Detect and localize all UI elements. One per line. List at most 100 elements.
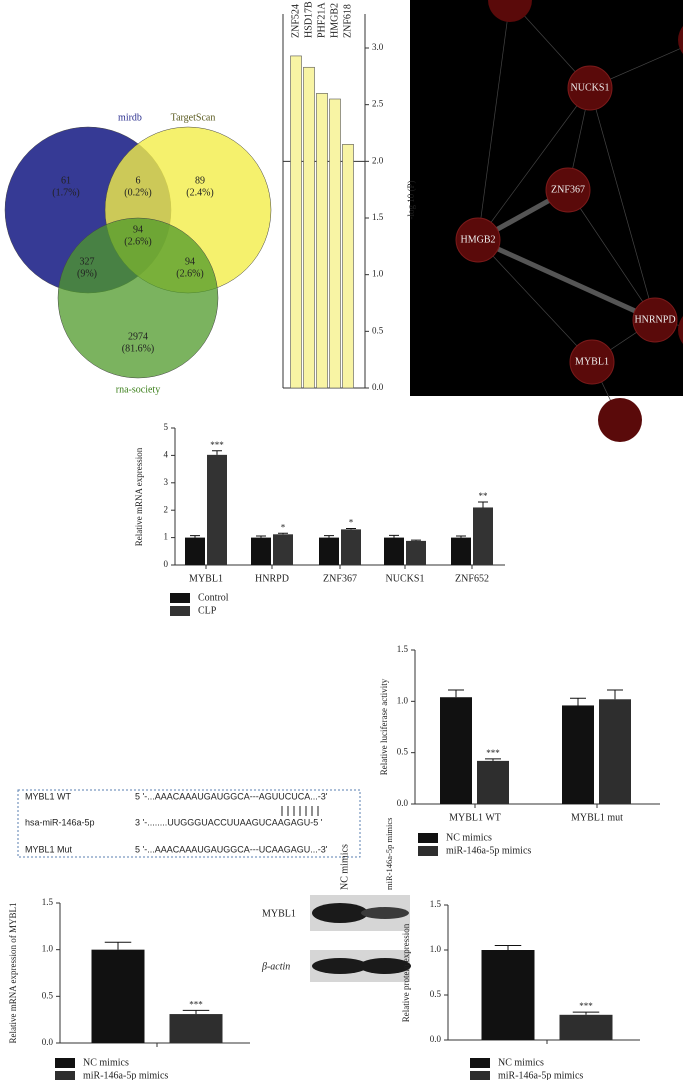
venn-count: 6 <box>136 175 141 186</box>
legend-label: miR-146a-5p mimics <box>446 845 531 856</box>
legend-label: NC mimics <box>83 1057 129 1068</box>
significance-label: *** <box>486 748 500 758</box>
y-tick-label: 1.5 <box>397 644 409 654</box>
network-node-label: ZNF367 <box>551 184 585 195</box>
bar <box>303 66 315 389</box>
venn-set-label: mirdb <box>118 112 142 123</box>
venn-set-label: TargetScan <box>171 112 216 123</box>
error-bar <box>212 450 222 455</box>
error-bar <box>278 532 288 535</box>
network-edge <box>477 87 591 241</box>
error-bar <box>190 535 200 538</box>
network-node <box>569 339 615 385</box>
y-tick-label: 0.0 <box>430 1034 442 1044</box>
venn-percent: (2.4%) <box>186 187 214 198</box>
legend-swatch <box>470 1058 490 1068</box>
significance-label: ** <box>479 491 489 501</box>
error-bar <box>389 534 399 538</box>
x-tick-label: HMGB2 <box>329 3 340 38</box>
error-bar <box>607 689 623 700</box>
bar <box>316 93 328 389</box>
network-node-label: HMGB2 <box>460 234 495 245</box>
network-edge <box>476 237 657 323</box>
network-edge <box>567 189 656 321</box>
bar <box>440 697 472 804</box>
bar <box>341 529 361 565</box>
network-node <box>545 167 591 213</box>
error-bar <box>485 758 501 761</box>
significance-label: *** <box>189 999 203 1009</box>
venn-percent: (9%) <box>77 268 97 279</box>
network-node <box>678 26 683 54</box>
y-tick-label: 1.5 <box>430 899 442 909</box>
y-tick-label: 0 <box>164 559 169 569</box>
network-node <box>567 65 613 111</box>
y-tick-label: 1.0 <box>372 269 384 279</box>
y-tick-label: 0.0 <box>42 1037 54 1047</box>
blot-band-label: MYBL1 <box>262 908 296 919</box>
bar <box>91 949 145 1043</box>
alignment-name: MYBL1 WT <box>25 791 72 801</box>
legend-label: miR-146a-5p mimics <box>498 1070 583 1080</box>
y-tick-label: 1.0 <box>42 944 54 954</box>
y-tick-label: 3 <box>164 477 169 487</box>
y-tick-label: 1.0 <box>397 695 409 705</box>
error-bar <box>324 535 334 538</box>
significance-label: * <box>349 518 354 528</box>
y-tick-label: 0.0 <box>397 798 409 808</box>
legend-label: NC mimics <box>498 1057 544 1068</box>
legend-swatch <box>55 1071 75 1080</box>
legend-swatch <box>470 1071 490 1080</box>
bar <box>207 454 227 565</box>
y-tick-label: 0.5 <box>430 989 442 999</box>
y-tick-label: 0.5 <box>42 990 54 1000</box>
y-tick-label: 4 <box>164 449 169 459</box>
network-node <box>632 297 678 343</box>
x-tick-label: ZNF367 <box>323 573 357 584</box>
alignment-sequence: 3 '-........UUGGGUACCUUAAGUCAAGAGU-5 ' <box>135 817 323 827</box>
blot-lane-label: NC mimics <box>339 844 350 890</box>
venn-set-label: rna-society <box>116 384 160 395</box>
bar <box>384 537 404 565</box>
legend-swatch <box>170 593 190 603</box>
error-bar <box>494 945 522 950</box>
venn-percent: (81.6%) <box>122 343 155 354</box>
error-bar <box>104 941 132 950</box>
venn-count: 61 <box>61 175 71 186</box>
error-bar <box>478 501 488 508</box>
legend-label: miR-146a-5p mimics <box>83 1070 168 1080</box>
error-bar <box>411 539 421 541</box>
y-axis-label: Relative mRNA expression of MYBL1 <box>8 903 18 1044</box>
error-bar <box>346 528 356 530</box>
bar <box>406 540 426 565</box>
error-bar <box>182 1009 210 1015</box>
y-tick-label: 0.0 <box>372 382 384 392</box>
alignment-box <box>17 789 361 858</box>
network-node <box>678 316 683 344</box>
bar <box>451 537 471 565</box>
network-edge <box>477 239 593 363</box>
legend-label: Control <box>198 592 229 603</box>
pairing-bars <box>281 806 319 816</box>
legend-label: CLP <box>198 605 217 616</box>
bar <box>599 699 631 804</box>
legend-swatch <box>170 606 190 616</box>
network-edge <box>589 87 656 321</box>
venn-count: 89 <box>195 175 205 186</box>
x-tick-label: HSD17B <box>303 1 314 38</box>
significance-label: * <box>281 522 286 532</box>
x-tick-label: NUCKS1 <box>386 573 425 584</box>
y-tick-label: 1.5 <box>372 212 384 222</box>
error-bar <box>256 535 266 538</box>
venn-percent: (2.6%) <box>176 268 204 279</box>
bar <box>290 55 302 389</box>
x-tick-label: ZNF524 <box>290 4 301 38</box>
network-node <box>455 217 501 263</box>
bar <box>251 537 271 565</box>
y-axis-label: Relative protein expression <box>401 923 411 1022</box>
bar <box>185 537 205 565</box>
x-tick-label: MYBL1 WT <box>449 812 501 823</box>
legend-swatch <box>55 1058 75 1068</box>
bar <box>273 534 293 565</box>
